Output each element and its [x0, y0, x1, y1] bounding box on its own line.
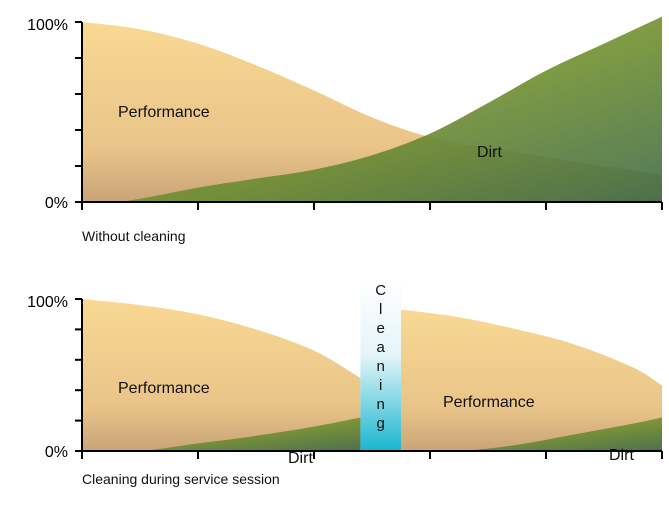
series-label-performance: Performance: [118, 104, 210, 121]
cleaning-band: Cleaning: [360, 277, 401, 451]
cleaning-label-letter: C: [375, 282, 386, 299]
x-axis: [81, 450, 663, 459]
panel-cleaning-during-service: Cleaning Performance Performance Dirt Di…: [27, 277, 663, 487]
area-dirt: [82, 16, 662, 203]
y-axis: 100% 0%: [27, 294, 83, 461]
series-label-performance: Performance: [118, 380, 210, 397]
y-tick-label-0: 0%: [45, 195, 68, 212]
cleaning-label-letter: e: [377, 320, 385, 337]
y-axis: 100% 0%: [27, 17, 83, 212]
panel-caption: Without cleaning: [82, 228, 186, 244]
area-performance-after-cleaning: [401, 309, 662, 451]
cleaning-label-letter: n: [377, 358, 385, 375]
cleaning-label-letter: a: [377, 339, 386, 356]
area-performance: [82, 299, 361, 451]
series-label-dirt: Dirt: [477, 144, 502, 161]
area-layer: [82, 16, 662, 203]
series-label-dirt-after: Dirt: [609, 447, 634, 464]
series-label-dirt: Dirt: [288, 450, 313, 467]
series-label-performance-after: Performance: [443, 394, 535, 411]
cleaning-band-bar: [360, 277, 401, 451]
cleaning-label-letter: g: [377, 415, 385, 432]
panel-caption: Cleaning during service session: [82, 471, 280, 487]
cleaning-label-letter: l: [379, 301, 382, 318]
cleaning-label-letter: n: [377, 396, 385, 413]
area-dirt-after-cleaning: [401, 417, 662, 452]
y-tick-label-100: 100%: [27, 294, 68, 311]
y-tick-label-100: 100%: [27, 17, 68, 34]
panel-without-cleaning: Performance Dirt 100% 0% Without cleanin…: [27, 16, 663, 244]
area-layer: [82, 299, 662, 452]
y-tick-label-0: 0%: [45, 444, 68, 461]
area-dirt: [82, 417, 361, 452]
x-axis: [81, 201, 663, 210]
cleaning-label-letter: i: [379, 377, 382, 394]
